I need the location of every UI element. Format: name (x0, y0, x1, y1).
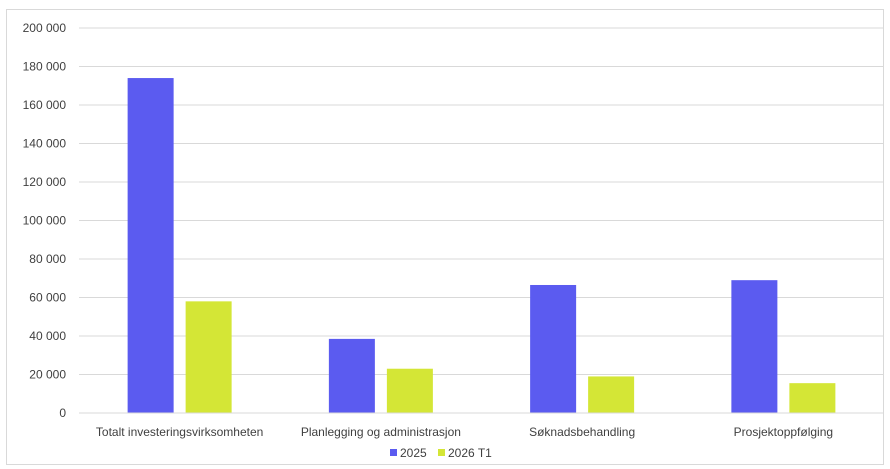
y-tick-label: 200 000 (23, 21, 67, 35)
legend-swatch (438, 449, 445, 456)
y-tick-label: 100 000 (23, 214, 67, 228)
x-category-label: Planlegging og administrasjon (301, 425, 461, 439)
bar-2025-2 (530, 284, 577, 413)
x-category-label: Søknadsbehandling (529, 425, 635, 439)
y-axis: 0 20 000 40 000 60 000 80 000 100 000 120 000 1… (23, 21, 67, 420)
y-tick-label: 0 (59, 406, 66, 420)
y-tick-label: 180 000 (23, 60, 67, 74)
bar-2025-0 (127, 78, 174, 414)
bar-2026-t1-2 (588, 376, 635, 413)
legend-label: 2026 T1 (448, 446, 492, 460)
legend: 2025 2026 T1 (390, 446, 492, 460)
bar-2026-t1-0 (185, 301, 232, 413)
y-tick-label: 140 000 (23, 137, 67, 151)
y-tick-label: 160 000 (23, 98, 67, 112)
y-tick-label: 120 000 (23, 175, 67, 189)
y-tick-label: 80 000 (29, 252, 66, 266)
bar-2025-3 (731, 280, 778, 413)
bars (127, 78, 836, 414)
y-tick-label: 20 000 (29, 368, 66, 382)
bar-2026-t1-3 (789, 383, 836, 413)
x-category-label: Totalt investeringsvirksomheten (96, 425, 263, 439)
y-tick-label: 40 000 (29, 329, 66, 343)
bar-2025-1 (328, 338, 375, 413)
legend-label: 2025 (400, 446, 427, 460)
legend-swatch (390, 449, 397, 456)
x-category-label: Prosjektoppfølging (734, 425, 833, 439)
y-tick-label: 60 000 (29, 291, 66, 305)
x-axis: Totalt investeringsvirksomheten Planleggi… (79, 412, 884, 439)
bar-2026-t1-1 (386, 368, 433, 413)
